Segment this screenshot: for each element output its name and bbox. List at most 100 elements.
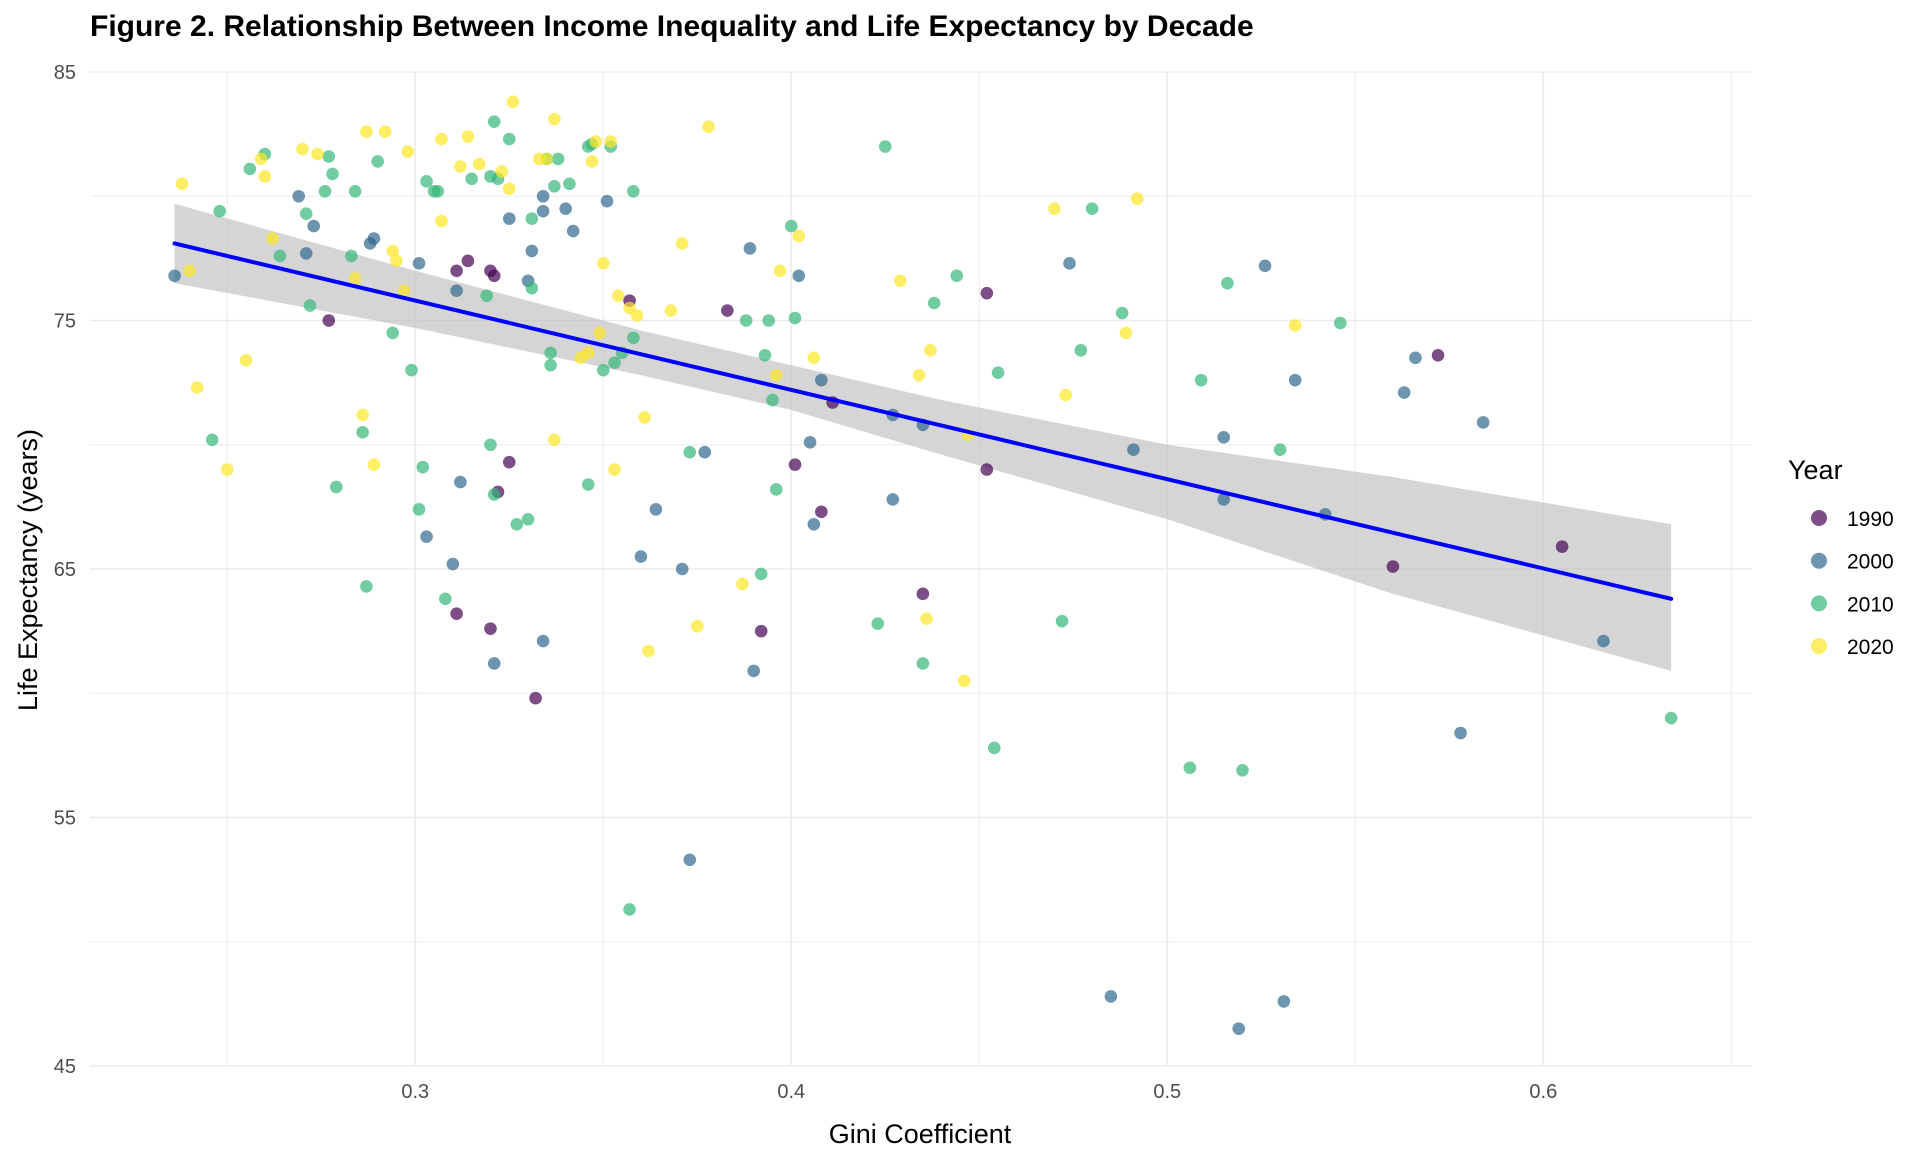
data-point-2020	[1119, 326, 1133, 340]
data-point-2020	[502, 182, 516, 196]
data-point-2010	[318, 184, 332, 198]
data-point-2000	[420, 530, 433, 543]
legend-label-2000: 2000	[1847, 551, 1894, 574]
data-point-2000	[367, 232, 381, 245]
data-point-2000	[1288, 373, 1302, 387]
data-point-2000	[1127, 443, 1140, 457]
data-point-2010	[465, 172, 478, 186]
legend-swatch-2020	[1811, 638, 1827, 655]
data-point-2010	[1183, 761, 1197, 775]
data-point-2010	[439, 592, 452, 606]
data-point-2010	[927, 296, 941, 310]
data-point-1990	[754, 624, 768, 638]
data-point-2010	[544, 358, 557, 372]
y-tick-label: 55	[54, 808, 76, 830]
data-point-2020	[1048, 202, 1061, 215]
data-point-2010	[1085, 202, 1099, 215]
data-point-2010	[762, 314, 776, 327]
data-point-2020	[1059, 388, 1073, 402]
data-point-2020	[608, 463, 621, 476]
data-point-2010	[484, 438, 497, 452]
data-point-2000	[1258, 259, 1272, 273]
y-tick-label: 45	[54, 1056, 76, 1078]
data-point-2010	[878, 140, 892, 153]
data-point-2010	[1074, 344, 1088, 357]
legend-label-2010: 2010	[1847, 593, 1894, 616]
data-point-1990	[487, 269, 501, 283]
data-point-2010	[521, 513, 535, 526]
data-point-2010	[329, 480, 343, 494]
data-point-2020	[690, 619, 704, 633]
legend-title: Year	[1788, 455, 1843, 485]
data-point-1990	[1386, 560, 1400, 573]
data-point-1990	[529, 691, 542, 705]
data-point-2000	[1397, 386, 1411, 399]
legend-label-1990: 1990	[1847, 508, 1894, 531]
data-point-2000	[502, 212, 516, 225]
legend-swatch-2000	[1811, 552, 1827, 569]
data-point-2020	[912, 368, 926, 382]
data-point-2020	[401, 145, 415, 158]
data-point-2000	[698, 445, 712, 459]
data-point-2020	[675, 237, 689, 250]
data-point-2000	[1063, 257, 1076, 270]
data-point-2020	[807, 351, 821, 365]
data-point-2010	[548, 180, 561, 193]
data-point-2020	[604, 135, 618, 148]
data-point-2010	[871, 617, 885, 630]
data-point-2020	[773, 264, 787, 278]
confidence-band	[174, 203, 1672, 671]
y-axis-title: Life Expectancy (years)	[13, 429, 43, 711]
data-point-2020	[769, 368, 783, 382]
data-point-2020	[386, 244, 399, 258]
data-point-2010	[623, 903, 636, 916]
data-point-2010	[596, 363, 610, 377]
data-point-2020	[495, 165, 509, 178]
data-point-2010	[1221, 276, 1234, 290]
data-point-2010	[1194, 373, 1208, 387]
data-point-2000	[307, 219, 321, 233]
data-point-2020	[367, 458, 381, 471]
data-point-2020	[548, 112, 561, 126]
data-point-2010	[1236, 763, 1249, 777]
data-point-2020	[296, 142, 309, 156]
data-point-2000	[807, 517, 821, 531]
data-point-2000	[1232, 1022, 1246, 1036]
data-point-2010	[991, 366, 1005, 379]
data-point-2000	[1409, 351, 1422, 365]
data-point-2020	[258, 170, 272, 183]
data-point-2000	[649, 503, 663, 516]
data-point-2010	[386, 326, 399, 340]
data-point-2020	[254, 152, 268, 166]
data-point-2020	[581, 346, 595, 360]
data-point-2000	[634, 550, 648, 563]
data-point-2010	[502, 132, 516, 146]
data-point-2020	[378, 125, 392, 138]
trend-line	[172, 241, 1674, 601]
data-point-2000	[792, 269, 806, 283]
chart-title: Figure 2. Relationship Between Income In…	[90, 10, 1254, 43]
data-point-2010	[784, 219, 798, 233]
data-point-1990	[788, 458, 802, 471]
data-point-2010	[405, 363, 418, 377]
data-point-2010	[348, 184, 362, 198]
data-point-2000	[446, 557, 460, 571]
data-point-2020	[472, 157, 486, 171]
confidence-band-group	[174, 203, 1672, 671]
data-point-2000	[536, 204, 550, 218]
data-point-2010	[608, 356, 621, 370]
data-point-2000	[292, 189, 305, 203]
data-point-2020	[894, 274, 907, 288]
x-axis-title: Gini Coefficient	[829, 1119, 1012, 1149]
data-point-2020	[435, 132, 448, 146]
data-point-2020	[348, 271, 362, 285]
y-tick-label: 85	[54, 62, 76, 84]
data-point-2020	[461, 130, 475, 143]
data-point-2020	[664, 304, 678, 317]
data-point-2010	[303, 299, 317, 312]
data-point-2010	[581, 478, 595, 491]
data-point-2010	[487, 488, 501, 501]
points-group	[168, 95, 1678, 1036]
data-point-2000	[1597, 634, 1610, 648]
data-point-2010	[420, 175, 433, 188]
